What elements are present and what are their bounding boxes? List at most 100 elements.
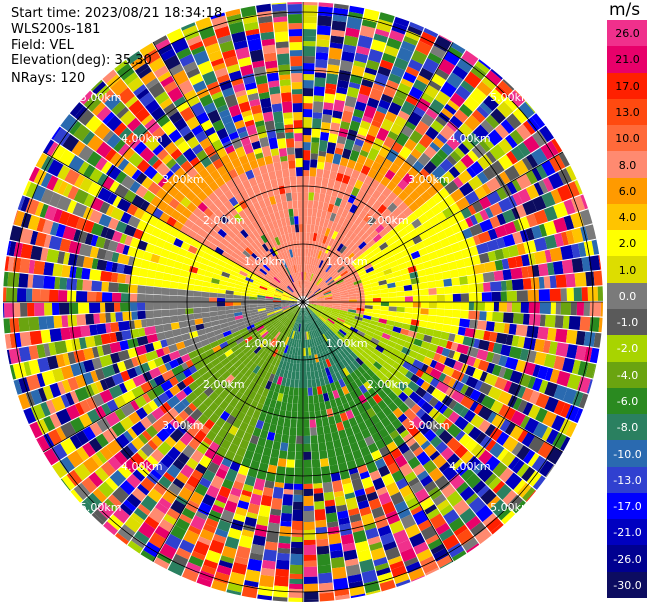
range-gate <box>145 318 155 327</box>
range-gate <box>52 302 60 316</box>
range-gate <box>60 327 71 341</box>
range-gate <box>303 15 317 24</box>
range-gate <box>555 328 568 343</box>
range-gate <box>309 232 314 241</box>
range-gate <box>408 477 420 487</box>
range-gate <box>93 334 103 347</box>
range-gate <box>215 417 226 428</box>
range-gate <box>516 290 528 302</box>
range-gate <box>177 302 186 309</box>
range-gate <box>360 446 371 457</box>
range-gate <box>331 260 339 268</box>
range-gate <box>188 350 198 360</box>
range-gate <box>476 171 489 185</box>
range-gate <box>272 596 288 602</box>
range-gate <box>382 208 392 219</box>
range-gate <box>262 264 271 272</box>
range-gate <box>111 101 126 116</box>
range-gate <box>36 344 46 359</box>
range-gate <box>273 299 282 301</box>
range-gate <box>428 295 437 302</box>
range-gate <box>247 38 262 52</box>
range-gate <box>320 314 329 320</box>
range-gate <box>337 189 345 200</box>
range-gate <box>428 302 437 309</box>
range-gate <box>66 469 83 487</box>
range-gate <box>314 184 321 194</box>
range-gate <box>68 155 85 172</box>
range-gate <box>312 346 317 355</box>
range-gate <box>377 193 387 204</box>
range-gate <box>448 46 463 59</box>
range-gate <box>259 329 268 336</box>
range-gate <box>228 104 242 118</box>
range-gate <box>179 125 192 137</box>
range-gate <box>581 256 591 272</box>
range-gate <box>470 443 486 459</box>
range-gate <box>8 348 22 364</box>
range-gate <box>398 146 412 160</box>
range-gate <box>241 584 258 599</box>
range-gate <box>205 218 215 228</box>
range-gate <box>257 308 266 312</box>
range-gate <box>402 386 414 397</box>
range-gate <box>268 171 277 181</box>
range-gate <box>370 179 380 190</box>
range-gate <box>345 365 354 374</box>
range-gate <box>281 344 287 353</box>
range-gate <box>183 89 197 101</box>
range-gate <box>332 298 341 301</box>
range-gate <box>513 500 526 514</box>
range-gate <box>448 517 465 533</box>
range-gate <box>234 119 246 130</box>
range-gate <box>397 507 411 520</box>
range-gate <box>193 540 210 556</box>
range-gate <box>111 262 118 273</box>
range-gate <box>278 333 284 342</box>
range-gate <box>292 395 299 404</box>
range-gate <box>363 235 373 245</box>
range-gate <box>371 189 382 200</box>
range-gate <box>340 270 349 277</box>
range-gate <box>365 527 379 540</box>
range-gate <box>214 385 224 396</box>
range-gate <box>264 414 273 424</box>
range-gate <box>414 142 427 154</box>
range-gate <box>444 302 453 310</box>
range-gate <box>313 95 324 102</box>
range-gate <box>78 302 90 314</box>
range-gate <box>468 283 477 293</box>
range-gate <box>314 258 320 267</box>
range-gate <box>463 409 476 423</box>
range-gate <box>388 297 398 302</box>
range-gate <box>221 345 231 354</box>
range-gate <box>338 285 347 291</box>
range-gate <box>342 444 352 455</box>
range-gate <box>387 401 398 412</box>
range-gate <box>502 209 516 224</box>
range-gate <box>311 338 315 347</box>
range-gate <box>177 424 188 435</box>
range-gate <box>73 188 89 205</box>
range-gate <box>155 219 166 231</box>
range-gate <box>386 37 402 50</box>
range-gate <box>74 106 88 121</box>
range-gate <box>447 261 458 271</box>
range-gate <box>362 192 372 203</box>
range-gate <box>403 35 418 46</box>
range-gate <box>412 302 422 308</box>
range-gate <box>311 322 316 330</box>
range-gate <box>240 64 254 76</box>
range-ring-label: 4.00km <box>449 132 491 145</box>
range-gate <box>562 387 577 405</box>
range-gate <box>277 392 284 402</box>
range-gate <box>325 320 333 328</box>
range-gate <box>304 583 319 592</box>
range-gate <box>214 349 225 358</box>
range-gate <box>202 185 214 197</box>
range-gate <box>69 121 82 136</box>
range-gate <box>300 280 303 289</box>
range-gate <box>147 359 157 370</box>
range-gate <box>255 75 268 85</box>
range-gate <box>40 172 53 188</box>
